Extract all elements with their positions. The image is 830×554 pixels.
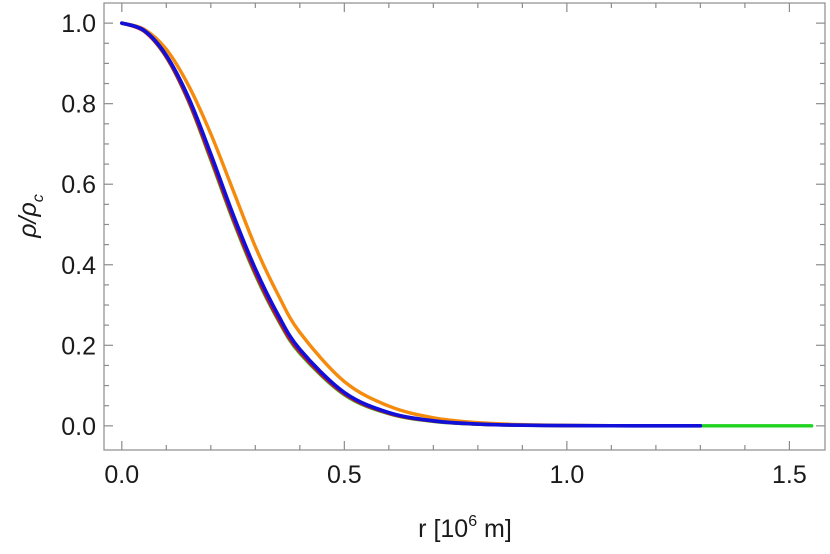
x-tick-label: 0.5	[327, 461, 362, 489]
data-series	[120, 21, 814, 428]
x-tick-label: 0.0	[104, 461, 139, 489]
x-axis-title: r [106 m]	[418, 513, 512, 543]
y-tick-label: 0.8	[61, 91, 96, 119]
series-line-2	[120, 21, 703, 428]
plot-frame	[103, 2, 826, 451]
x-axis-title-superscript: 6	[468, 513, 477, 530]
y-tick-label: 0.0	[61, 413, 96, 441]
y-tick-label: 0.6	[61, 171, 96, 199]
y-axis-title-subscript: c	[30, 194, 47, 202]
x-tick-label: 1.5	[772, 461, 807, 489]
x-axis-title-tail: m]	[477, 515, 512, 543]
axis-ticks	[104, 3, 825, 450]
y-tick-label: 0.4	[61, 252, 96, 280]
y-tick-label: 1.0	[61, 10, 96, 38]
series-line-1	[120, 21, 814, 428]
y-axis-title: ρ/ρc	[14, 194, 47, 239]
series-line-4	[120, 21, 703, 428]
x-axis-title-main: r [10	[418, 515, 468, 543]
tick-labels: 0.0 0.5 1.0 1.5 0.0 0.2 0.4 0.6 0.8 1.0	[61, 10, 807, 489]
y-axis-title-main: ρ/ρ	[14, 202, 42, 239]
series-line-3	[120, 21, 703, 428]
x-tick-label: 1.0	[549, 461, 584, 489]
y-tick-label: 0.2	[61, 332, 96, 360]
